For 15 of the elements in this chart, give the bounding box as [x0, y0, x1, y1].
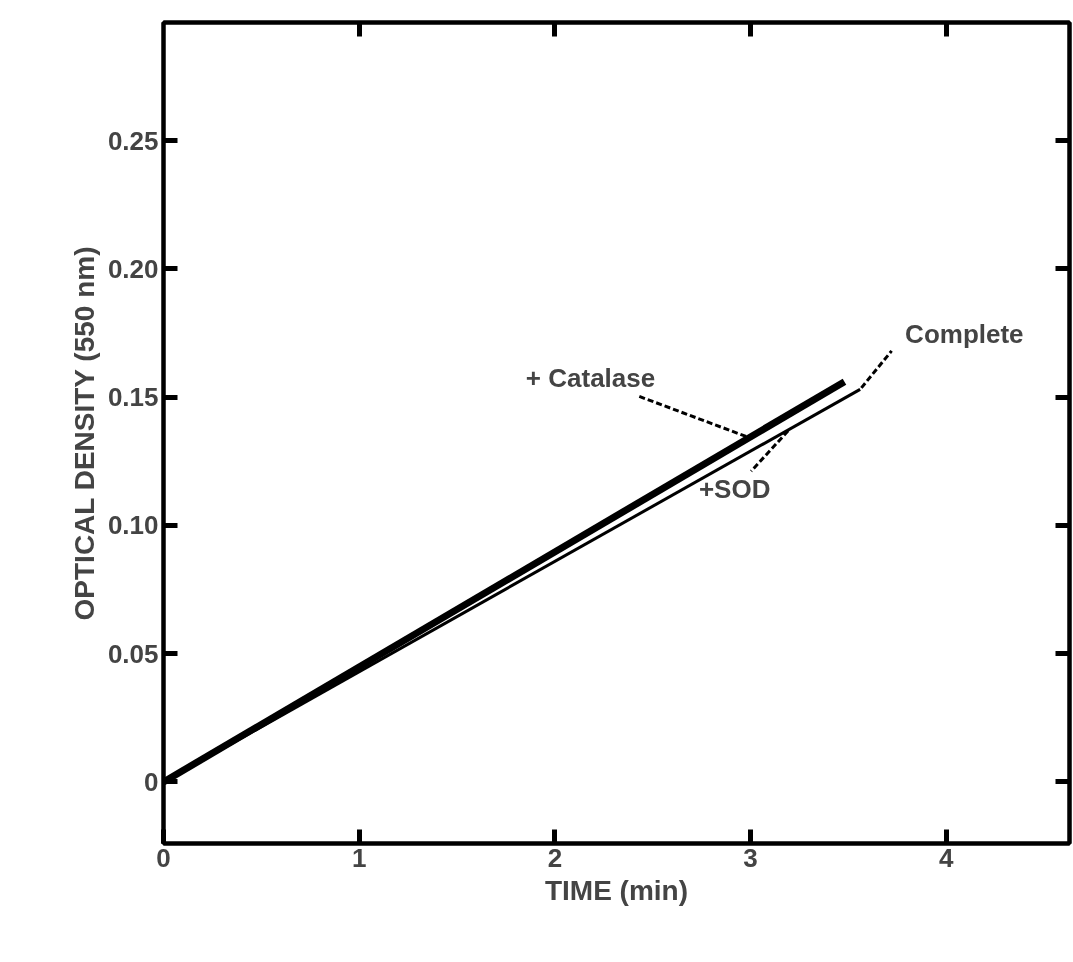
- y-tick-label: 0.25: [107, 125, 159, 156]
- annotation: Complete: [905, 319, 1024, 350]
- x-tick-label: 2: [547, 842, 563, 873]
- annotation: + Catalase: [525, 363, 656, 394]
- x-tick-label: 1: [351, 842, 367, 873]
- y-tick-label: 0.10: [107, 510, 159, 541]
- y-tick-label: 0.20: [107, 253, 159, 284]
- x-tick-label: 3: [743, 842, 758, 873]
- y-tick-label: 0.15: [107, 382, 159, 413]
- annotation: +SOD: [698, 474, 771, 505]
- x-axis-title: TIME (min): [544, 874, 689, 906]
- x-tick-label: 4: [938, 842, 954, 873]
- y-tick-label: 0.05: [107, 638, 159, 669]
- y-axis-title: OPTICAL DENSITY (550 nm): [68, 246, 100, 621]
- y-tick-label: 0: [144, 766, 159, 797]
